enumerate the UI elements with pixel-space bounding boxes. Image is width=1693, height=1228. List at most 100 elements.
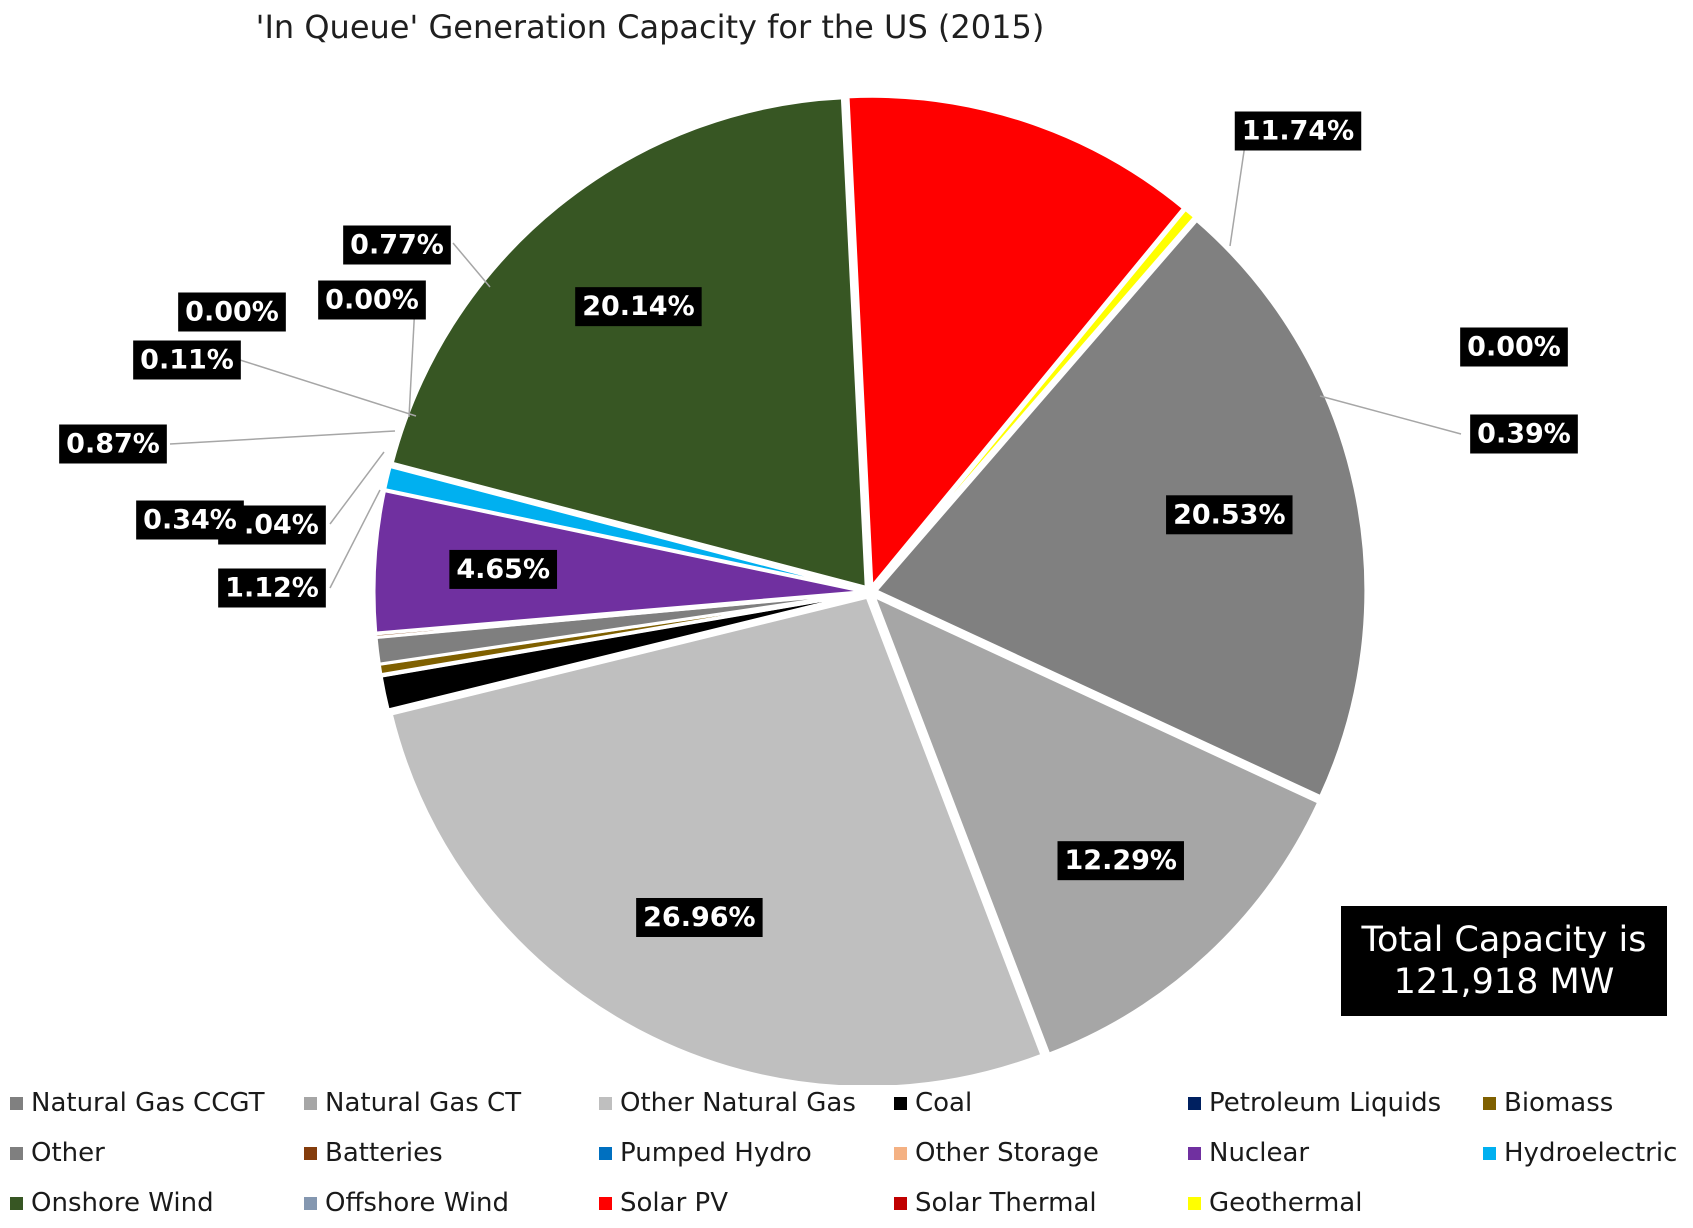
legend-item-coal: Coal [894, 1088, 972, 1118]
data-label-natural-gas-ccgt: 20.53% [1166, 495, 1293, 535]
legend-swatch [1483, 1146, 1496, 1160]
legend-item-geothermal: Geothermal [1188, 1188, 1362, 1218]
legend-swatch [304, 1196, 317, 1210]
legend-item-other-storage: Other Storage [894, 1138, 1099, 1168]
legend-swatch [599, 1196, 612, 1210]
data-label-nuclear: 4.65% [449, 549, 558, 589]
legend-swatch [10, 1196, 23, 1210]
legend-item-pumped-hydro: Pumped Hydro [599, 1138, 812, 1168]
legend: Natural Gas CCGT Natural Gas CT Other Natu… [10, 1088, 1690, 1228]
data-label-coal: 1.12% [218, 568, 326, 608]
slice-hydroelectric [382, 464, 865, 593]
legend-swatch [304, 1146, 317, 1160]
data-label-hydroelectric: 0.77% [343, 225, 451, 265]
chart-title: 'In Queue' Generation Capacity for the U… [255, 8, 1045, 46]
svg-text:12.29%: 12.29% [1065, 845, 1177, 876]
leader-line-other-storage [408, 303, 416, 418]
legend-swatch [10, 1146, 23, 1160]
data-label-batteries: 0.11% [133, 340, 241, 380]
legend-label: Solar PV [620, 1188, 728, 1218]
legend-item-batteries: Batteries [304, 1138, 443, 1168]
svg-text:0.00%: 0.00% [185, 297, 279, 328]
svg-text:20.14%: 20.14% [582, 291, 694, 322]
legend-item-solar-thermal: Solar Thermal [894, 1188, 1097, 1218]
legend-label: Hydroelectric [1504, 1138, 1678, 1168]
svg-text:20.53%: 20.53% [1173, 499, 1285, 530]
legend-item-solar-pv: Solar PV [599, 1188, 728, 1218]
pie-chart: 20.53%12.29%26.96%1.12%0.04%0.34%0.87%0.… [59, 94, 1578, 1085]
legend-item-petroleum-liquids: Petroleum Liquids [1188, 1088, 1441, 1118]
legend-swatch [599, 1146, 612, 1160]
data-label-solar-thermal: 0.00% [1460, 327, 1568, 367]
svg-text:0.77%: 0.77% [350, 230, 444, 261]
svg-text:0.00%: 0.00% [325, 285, 419, 316]
slice-geothermal [872, 207, 1197, 589]
legend-label: Petroleum Liquids [1209, 1088, 1442, 1118]
legend-swatch [894, 1146, 907, 1160]
total-capacity-line-2: 121,918 MW [1393, 962, 1615, 1002]
leader-line-hydroelectric [452, 242, 491, 288]
data-label-biomass: 0.34% [136, 500, 244, 540]
legend-item-nuclear: Nuclear [1188, 1138, 1309, 1168]
legend-swatch [1188, 1096, 1201, 1110]
legend-label: Other Natural Gas [620, 1088, 856, 1118]
svg-text:26.96%: 26.96% [643, 902, 755, 933]
legend-label: Nuclear [1209, 1138, 1310, 1168]
svg-text:0.39%: 0.39% [1477, 419, 1571, 450]
leader-line-geothermal [1319, 395, 1462, 435]
data-label-onshore-wind: 20.14% [575, 287, 702, 327]
legend-label: Natural Gas CT [325, 1088, 522, 1118]
legend-swatch [1483, 1096, 1496, 1110]
svg-text:4.65%: 4.65% [456, 554, 550, 585]
slice-other-natural-gas [389, 595, 1044, 1085]
data-label-other: 0.87% [59, 424, 167, 464]
legend-item-offshore-wind: Offshore Wind [304, 1188, 509, 1218]
legend-swatch [1188, 1146, 1201, 1160]
legend-label: Natural Gas CCGT [31, 1088, 265, 1118]
data-label-geothermal: 0.39% [1470, 414, 1578, 454]
leader-line-biomass [329, 451, 385, 525]
svg-text:1.12%: 1.12% [225, 573, 319, 604]
slice-solar-pv [846, 94, 1186, 591]
legend-label: Offshore Wind [325, 1188, 510, 1218]
slice-onshore-wind [390, 96, 868, 590]
slice-natural-gas-ccgt [873, 218, 1368, 799]
svg-text:11.74%: 11.74% [1242, 116, 1354, 147]
data-label-solar-pv: 11.74% [1234, 111, 1362, 151]
data-labels: 20.53%12.29%26.96%1.12%0.04%0.34%0.87%0.… [59, 111, 1578, 937]
legend-label: Solar Thermal [915, 1188, 1097, 1218]
leader-line-coal [329, 489, 381, 589]
svg-text:0.00%: 0.00% [1467, 332, 1561, 363]
svg-text:0.34%: 0.34% [143, 505, 237, 536]
data-label-other-natural-gas: 26.96% [636, 897, 763, 937]
pie-slices [372, 94, 1368, 1085]
legend-label: Pumped Hydro [620, 1138, 812, 1168]
legend-swatch [894, 1096, 907, 1110]
legend-label: Biomass [1504, 1088, 1614, 1118]
legend-item-onshore-wind: Onshore Wind [10, 1188, 214, 1218]
legend-item-biomass: Biomass [1483, 1088, 1613, 1118]
leader-line-other [169, 430, 396, 445]
legend-swatch [894, 1196, 907, 1210]
leader-lines [169, 130, 1462, 589]
svg-text:0.87%: 0.87% [66, 429, 160, 460]
legend-swatch [599, 1096, 612, 1110]
data-label-natural-gas-ct: 12.29% [1057, 841, 1184, 881]
legend-label: Geothermal [1209, 1188, 1363, 1218]
data-label-pumped-hydro: 0.00% [178, 292, 286, 332]
legend-label: Batteries [325, 1138, 443, 1168]
legend-label: Onshore Wind [31, 1188, 214, 1218]
slice-natural-gas-ct [871, 593, 1321, 1057]
legend-label: Coal [915, 1088, 973, 1118]
legend-swatch [10, 1096, 23, 1110]
leader-line-batteries [239, 359, 417, 417]
legend-swatch [304, 1096, 317, 1110]
data-label-other-storage: 0.00% [318, 280, 426, 320]
legend-item-other: Other [10, 1138, 105, 1168]
legend-item-other-natural-gas: Other Natural Gas [599, 1088, 856, 1118]
total-capacity-line-1: Total Capacity is [1361, 920, 1647, 960]
legend-label: Other [31, 1138, 105, 1168]
svg-text:0.11%: 0.11% [140, 345, 234, 376]
total-capacity-box: Total Capacity is 121,918 MW [1341, 906, 1667, 1016]
legend-item-hydroelectric: Hydroelectric [1483, 1138, 1677, 1168]
